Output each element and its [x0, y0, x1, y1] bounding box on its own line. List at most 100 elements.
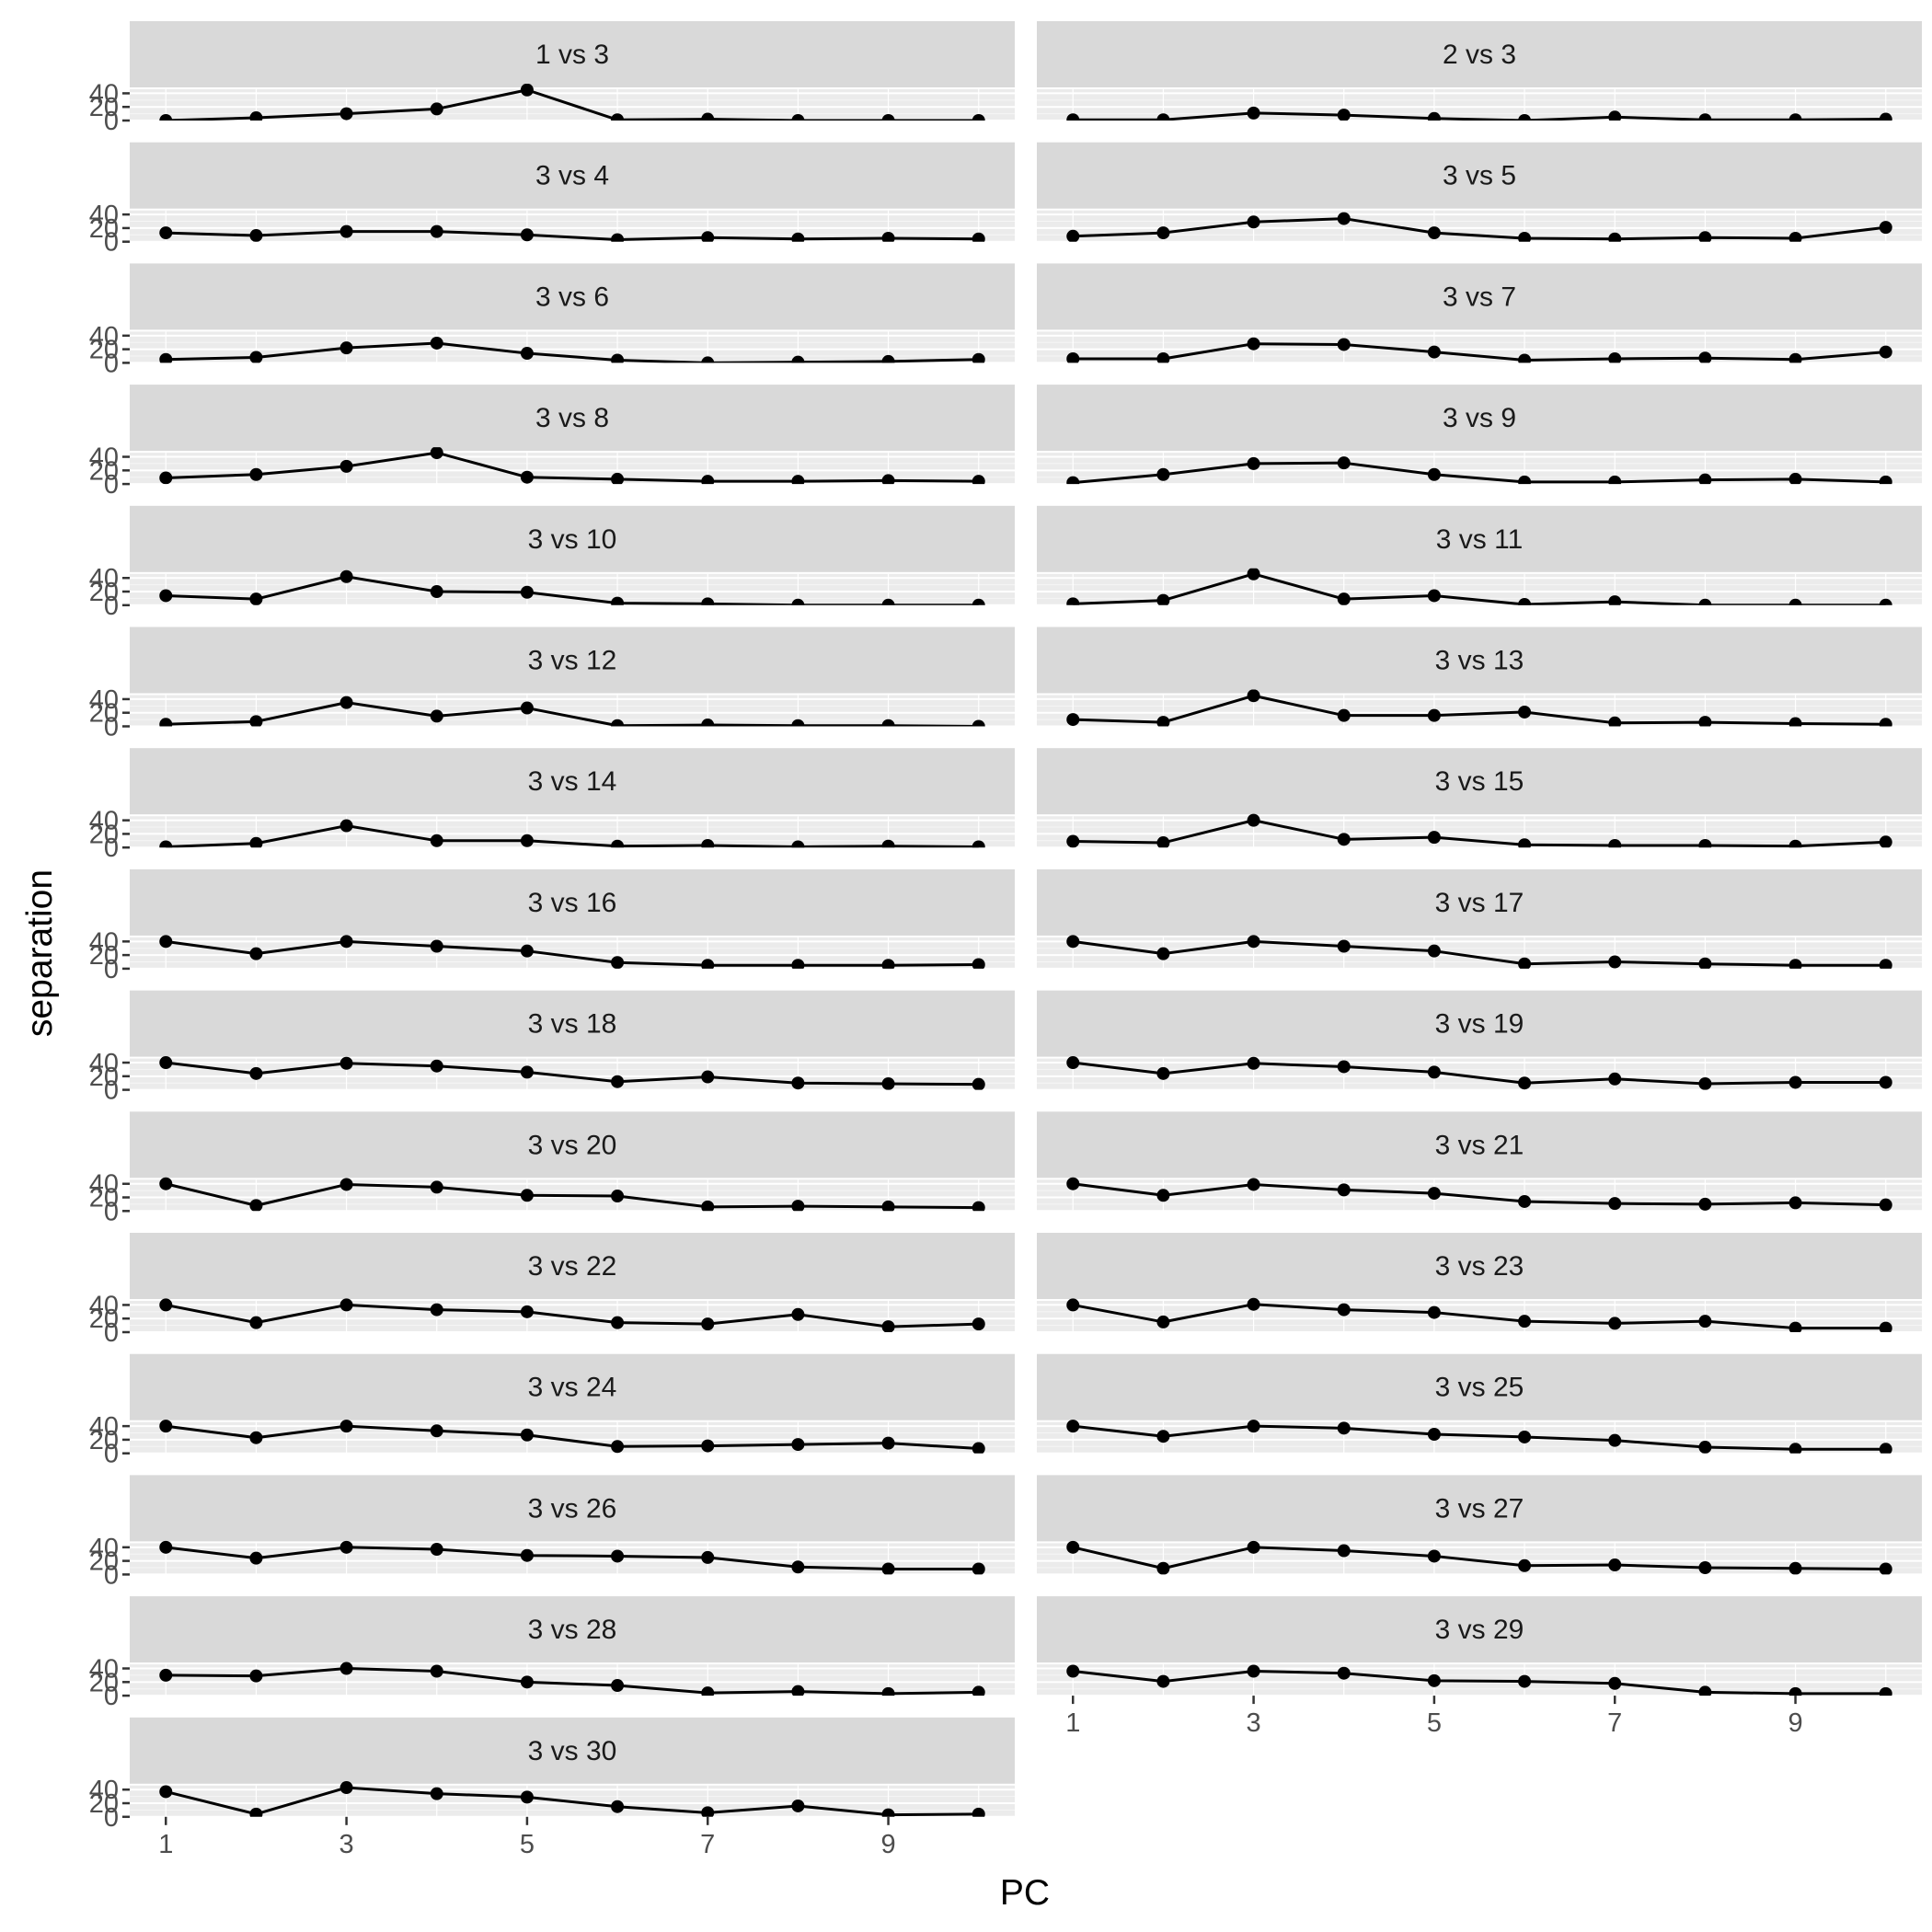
y-tick-label: 40: [89, 927, 119, 957]
y-tick-label: 20: [89, 1789, 119, 1819]
facet-strip-label: 3 vs 15: [1435, 766, 1524, 797]
data-point: [881, 114, 895, 121]
data-point: [520, 944, 534, 958]
data-point: [1698, 1197, 1712, 1211]
data-point: [972, 1807, 985, 1817]
y-tick-label: 20: [89, 336, 119, 365]
facet-strip-label: 1 vs 3: [535, 40, 609, 70]
series-group: [159, 1177, 985, 1212]
y-tick-label: 40: [89, 201, 119, 230]
data-point: [1337, 338, 1351, 351]
data-point: [159, 718, 173, 727]
data-point: [1518, 705, 1532, 719]
series-group: [1066, 935, 1892, 969]
facet-panel: 3 vs 17: [1037, 868, 1922, 970]
series-group: [1066, 568, 1892, 605]
y-tick-label: 20: [89, 1547, 119, 1577]
data-point: [1788, 839, 1802, 848]
data-point: [791, 719, 805, 727]
data-point: [701, 1439, 715, 1453]
data-point: [339, 1056, 353, 1070]
data-point: [1156, 1315, 1170, 1328]
data-point: [1698, 838, 1712, 848]
facet-strip-label: 3 vs 14: [528, 766, 617, 797]
data-point: [159, 1540, 173, 1554]
series-group: [1066, 1297, 1892, 1332]
facet-strip-label: 3 vs 29: [1435, 1615, 1524, 1645]
data-point: [1518, 232, 1532, 242]
series-line: [166, 1667, 979, 1696]
y-tick-label: 40: [89, 1655, 119, 1685]
data-point: [1879, 1443, 1892, 1454]
data-point: [701, 959, 715, 969]
data-point: [1879, 112, 1892, 121]
data-point: [1698, 1076, 1712, 1090]
data-point: [972, 1317, 985, 1331]
data-point: [881, 354, 895, 363]
x-tick-label: 3: [1247, 1708, 1261, 1738]
data-point: [1337, 1421, 1351, 1435]
data-point: [1066, 1420, 1080, 1433]
facet-panel: 3 vs 19: [1037, 990, 1922, 1091]
facet-strip-label: 3 vs 22: [528, 1251, 617, 1282]
data-point: [1337, 1060, 1351, 1074]
data-point: [520, 834, 534, 847]
data-point: [881, 959, 895, 969]
data-point: [701, 1317, 715, 1331]
facet-strip-label: 3 vs 24: [528, 1373, 617, 1403]
series-line: [1073, 1061, 1886, 1086]
data-point: [1156, 1189, 1170, 1202]
data-point: [1788, 959, 1802, 969]
data-point: [1156, 836, 1170, 848]
series-line: [1073, 1424, 1886, 1451]
data-point: [1337, 1666, 1351, 1680]
data-point: [1247, 1178, 1260, 1191]
data-point: [1879, 1321, 1892, 1332]
data-point: [701, 356, 715, 363]
data-point: [1247, 1297, 1260, 1311]
data-point: [249, 1431, 263, 1444]
panel-background: [1037, 695, 1922, 727]
data-point: [1066, 1056, 1080, 1070]
y-tick-label: 20: [89, 214, 119, 244]
data-point: [1156, 1674, 1170, 1688]
data-point: [791, 1560, 805, 1574]
x-tick-label: 5: [520, 1830, 535, 1859]
data-point: [159, 1298, 173, 1312]
data-point: [611, 1679, 625, 1693]
data-point: [159, 1056, 173, 1070]
data-point: [1879, 221, 1892, 235]
data-point: [1518, 1558, 1532, 1572]
data-point: [520, 1189, 534, 1202]
y-tick-label: 40: [89, 1291, 119, 1320]
series-group: [159, 1298, 985, 1332]
series-group: [159, 447, 985, 485]
y-tick-label: 0: [104, 349, 119, 378]
y-tick-label: 40: [89, 1534, 119, 1563]
data-point: [430, 1664, 443, 1678]
data-point: [1879, 1686, 1892, 1696]
facet-strip: [130, 1596, 1015, 1663]
data-point: [159, 589, 173, 603]
facet-strip-label: 3 vs 30: [528, 1736, 617, 1766]
data-point: [701, 1550, 715, 1564]
data-point: [611, 1549, 625, 1563]
y-tick-label: 40: [89, 79, 119, 109]
data-point: [159, 1668, 173, 1682]
data-point: [1608, 351, 1622, 363]
data-point: [1608, 232, 1622, 242]
data-point: [1337, 212, 1351, 225]
data-point: [1879, 1198, 1892, 1212]
series-group: [1066, 1177, 1892, 1212]
data-point: [1698, 957, 1712, 969]
data-point: [1879, 345, 1892, 359]
data-point: [1337, 456, 1351, 470]
data-point: [430, 1059, 443, 1073]
y-tick-label: 40: [89, 685, 119, 715]
data-point: [1066, 1540, 1080, 1554]
series-line: [166, 939, 979, 967]
data-point: [249, 715, 263, 727]
